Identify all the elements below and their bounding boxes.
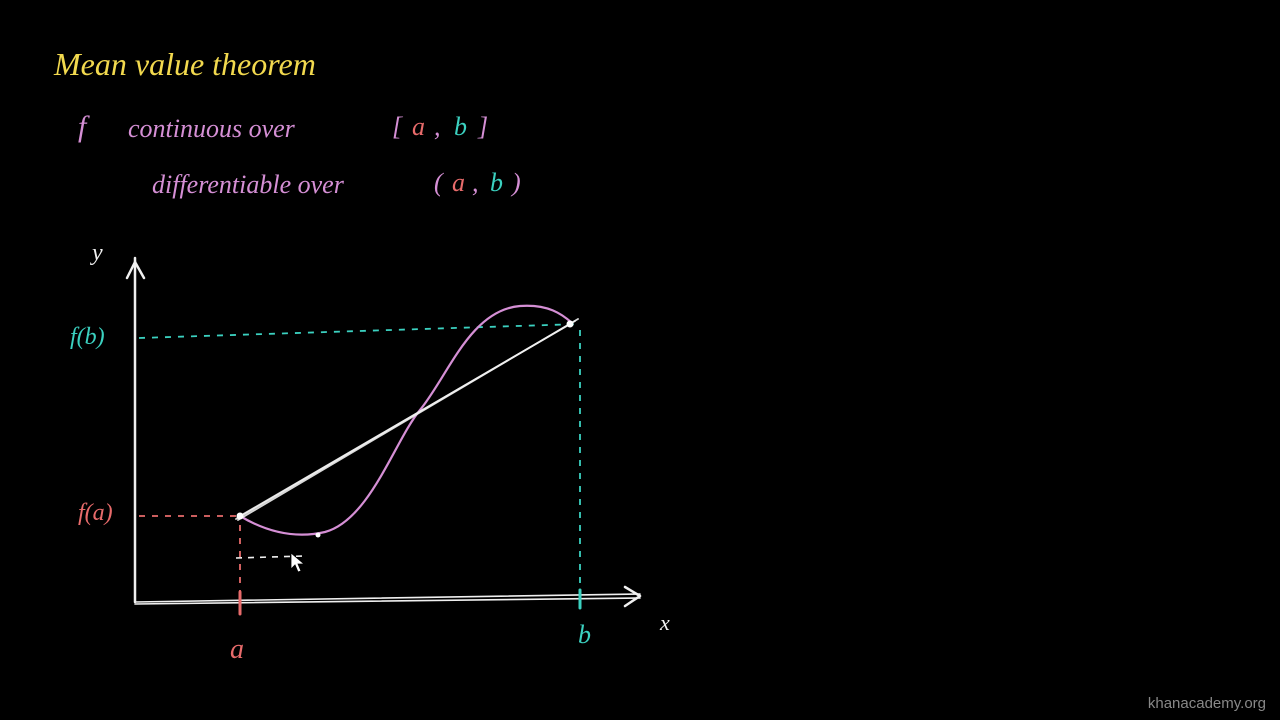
graph-svg bbox=[0, 0, 1280, 720]
watermark-text: khanacademy.org bbox=[1148, 695, 1266, 712]
blackboard-canvas: { "title": { "text": "Mean value theorem… bbox=[0, 0, 1280, 720]
